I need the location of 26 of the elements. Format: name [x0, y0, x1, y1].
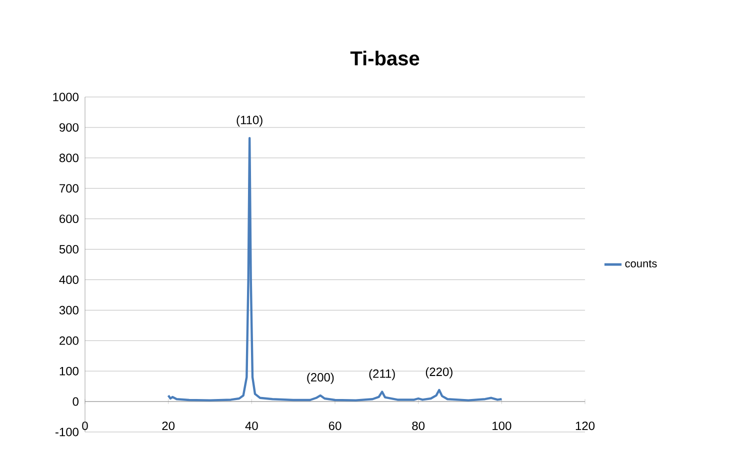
annotation: (200) [307, 372, 334, 384]
x-tick-label: 80 [412, 422, 425, 430]
y-tick-label: 0 [72, 397, 79, 406]
legend-label: counts [625, 260, 657, 268]
y-tick-label: 100 [60, 366, 79, 376]
x-tick-label: 0 [82, 422, 88, 430]
x-tick-label: 60 [328, 422, 342, 430]
y-tick-label: 1000 [53, 92, 78, 102]
y-tick-label: 700 [60, 184, 79, 193]
y-tick-label: -100 [55, 428, 79, 436]
annotation: (110) [236, 115, 262, 127]
y-tick-label: 600 [60, 214, 79, 224]
x-tick-label: 120 [576, 422, 595, 430]
annotation: (211) [369, 369, 395, 380]
y-tick-label: 500 [59, 245, 79, 254]
y-tick-label: 200 [60, 336, 79, 345]
y-tick-label: 400 [59, 275, 79, 284]
y-tick-label: 900 [60, 123, 79, 132]
x-tick-label: 40 [245, 422, 258, 430]
x-tick-label: 100 [492, 422, 512, 430]
y-tick-label: 800 [59, 154, 79, 162]
y-tick-label: 300 [59, 306, 79, 314]
line-series [167, 137, 503, 402]
annotation: (220) [426, 367, 452, 378]
chart-title: Ti-base [350, 50, 420, 66]
x-tick-label: 20 [162, 422, 175, 430]
